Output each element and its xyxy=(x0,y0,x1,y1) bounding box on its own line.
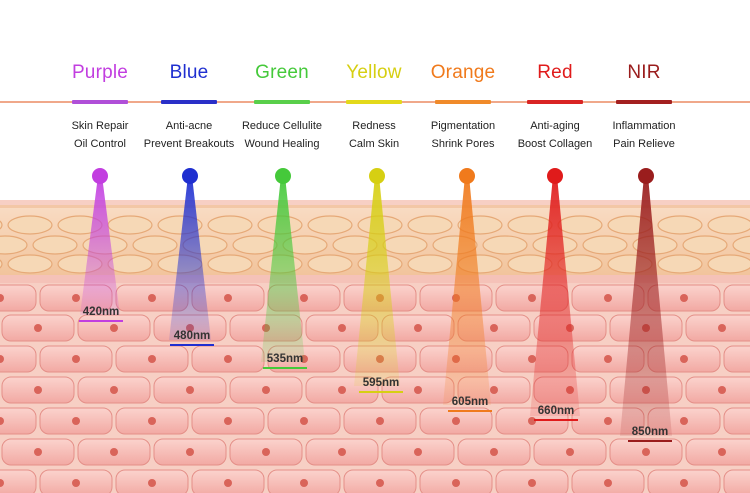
benefit-1: Anti-aging xyxy=(530,120,580,132)
benefit-2: Wound Healing xyxy=(244,138,320,150)
light-column-red: Red Anti-aging Boost Collagen xyxy=(500,0,610,493)
wavelength-underline xyxy=(79,320,123,322)
light-name: Red xyxy=(537,62,573,83)
color-underline xyxy=(72,100,128,104)
light-column-blue: Blue Anti-acne Prevent Breakouts xyxy=(134,0,244,493)
benefit-1: Pigmentation xyxy=(430,120,496,132)
benefit-2: Shrink Pores xyxy=(431,138,495,150)
benefit-1: Skin Repair xyxy=(71,120,129,132)
light-source-dot xyxy=(547,168,563,184)
light-beam xyxy=(80,176,120,315)
wavelength-label: 605nm xyxy=(451,396,489,408)
color-underline xyxy=(161,100,217,104)
light-beam xyxy=(261,176,305,362)
light-name: NIR xyxy=(627,62,661,83)
light-source-dot xyxy=(459,168,475,184)
light-name: Green xyxy=(255,62,309,83)
benefit-1: Redness xyxy=(352,120,396,132)
wavelength-label: 420nm xyxy=(82,306,120,318)
light-beam xyxy=(530,176,580,416)
wavelength-label: 595nm xyxy=(362,377,400,389)
wavelength-underline xyxy=(628,440,672,442)
light-beam xyxy=(169,176,211,340)
benefit-2: Pain Relieve xyxy=(613,138,675,150)
benefit-1: Anti-acne xyxy=(165,120,213,132)
light-name: Orange xyxy=(430,62,496,83)
light-column-nir: NIR Inflammation Pain Relieve xyxy=(589,0,699,493)
color-underline xyxy=(254,100,310,104)
light-name: Yellow xyxy=(346,62,402,83)
wavelength-underline xyxy=(448,410,492,412)
benefit-2: Calm Skin xyxy=(348,138,400,150)
color-underline xyxy=(346,100,402,104)
light-column-purple: Purple Skin Repair Oil Control xyxy=(45,0,155,493)
light-source-dot xyxy=(92,168,108,184)
wavelength-underline xyxy=(263,367,307,369)
light-beam xyxy=(354,176,400,386)
light-source-dot xyxy=(275,168,291,184)
light-column-orange: Orange Pigmentation Shrink Pores xyxy=(408,0,518,493)
color-underline xyxy=(435,100,491,104)
wavelength-underline xyxy=(170,344,214,346)
light-beam xyxy=(443,176,491,405)
color-underline xyxy=(527,100,583,104)
wavelength-label: 480nm xyxy=(173,330,211,342)
wavelength-underline xyxy=(359,391,403,393)
wavelength-label: 535nm xyxy=(266,353,304,365)
benefit-1: Inflammation xyxy=(612,120,676,132)
benefit-2: Oil Control xyxy=(74,138,126,150)
light-name: Purple xyxy=(71,62,129,83)
color-underline xyxy=(616,100,672,104)
wavelength-label: 660nm xyxy=(537,405,575,417)
light-source-dot xyxy=(369,168,385,184)
benefit-2: Boost Collagen xyxy=(517,138,593,150)
light-name: Blue xyxy=(169,62,209,83)
benefit-2: Prevent Breakouts xyxy=(143,138,235,150)
light-beam xyxy=(620,176,672,436)
wavelength-label: 850nm xyxy=(631,426,669,438)
light-source-dot xyxy=(182,168,198,184)
light-source-dot xyxy=(638,168,654,184)
light-column-green: Green Reduce Cellulite Wound Healing xyxy=(227,0,337,493)
light-column-yellow: Yellow Redness Calm Skin xyxy=(319,0,429,493)
wavelength-underline xyxy=(534,419,578,421)
benefit-1: Reduce Cellulite xyxy=(241,120,323,132)
